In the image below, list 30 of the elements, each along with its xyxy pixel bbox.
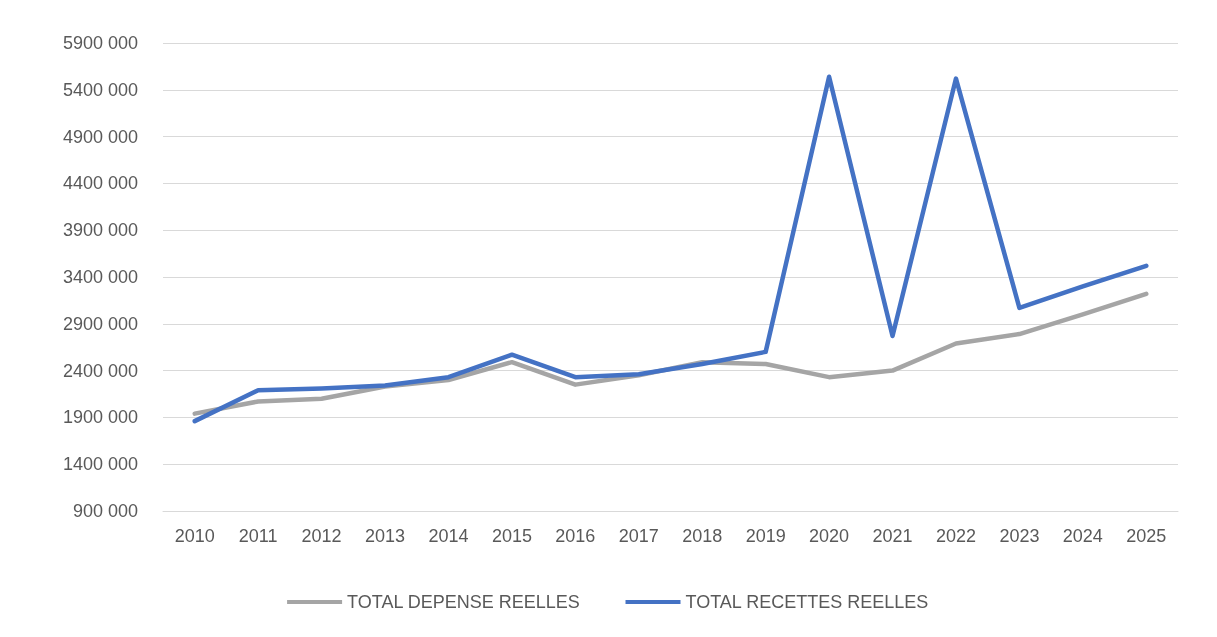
legend-label: TOTAL DEPENSE REELLES (347, 592, 580, 612)
x-tick-label: 2018 (682, 526, 723, 546)
y-tick-label: 4900 000 (62, 126, 138, 147)
y-tick-label: 1400 000 (62, 454, 138, 475)
x-tick-label: 2012 (301, 526, 342, 546)
y-tick-label: 5400 000 (62, 79, 138, 100)
y-tick-label: 900 000 (72, 501, 138, 521)
x-tick-label: 2013 (365, 526, 406, 546)
y-tick-label: 5900 000 (62, 33, 138, 53)
y-tick-label: 2400 000 (62, 360, 138, 381)
y-tick-label: 3900 000 (62, 220, 138, 241)
x-tick-label: 2024 (1062, 526, 1103, 546)
x-tick-label: 2019 (745, 526, 786, 546)
y-tick-label: 1900 000 (62, 407, 138, 428)
line-series (192, 74, 1149, 424)
x-tick-label: 2015 (491, 526, 532, 546)
y-tick-label: 3400 000 (62, 267, 138, 287)
x-tick-label: 2020 (809, 526, 850, 546)
x-tick-label: 2017 (618, 526, 659, 546)
x-tick-label: 2025 (1126, 526, 1167, 546)
x-tick-label: 2016 (555, 526, 596, 546)
x-tick-label: 2014 (428, 526, 469, 546)
y-tick-label: 4400 000 (62, 173, 138, 194)
x-tick-label: 2021 (872, 526, 913, 546)
x-tick-label: 2023 (999, 526, 1040, 546)
x-tick-label: 2022 (935, 526, 976, 546)
x-tick-label: 2011 (238, 526, 278, 546)
x-tick-label: 2010 (174, 526, 215, 546)
legend-label: TOTAL RECETTES REELLES (685, 592, 929, 612)
y-tick-label: 2900 000 (62, 313, 138, 334)
